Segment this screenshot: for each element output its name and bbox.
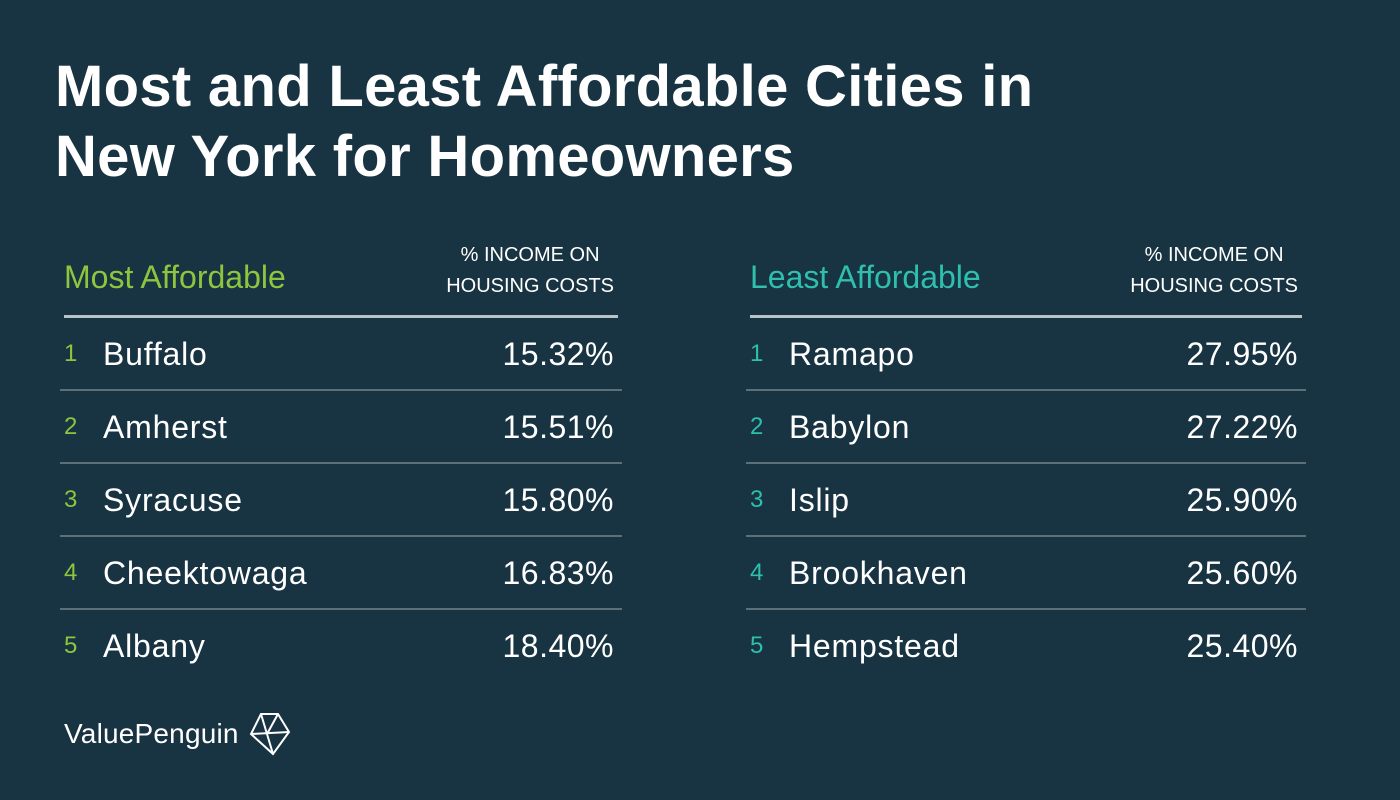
city-name: Brookhaven — [789, 555, 968, 591]
rank-number: 5 — [64, 632, 78, 659]
city-name: Syracuse — [103, 482, 243, 518]
percent-value: 27.22% — [1186, 409, 1298, 445]
rank-number: 4 — [64, 559, 78, 586]
table-row: 2 Babylon 27.22% — [746, 391, 1306, 464]
percent-value: 16.83% — [502, 555, 614, 591]
table-title: Most Affordable — [64, 259, 286, 295]
column-header: % INCOME ON HOUSING COSTS — [446, 240, 614, 302]
percent-value: 25.60% — [1186, 555, 1298, 591]
rank-number: 2 — [64, 413, 78, 440]
percent-value: 15.32% — [502, 336, 614, 372]
table-row: 3 Syracuse 15.80% — [60, 464, 622, 537]
column-header-line-1: % INCOME ON — [460, 244, 600, 266]
percent-value: 15.80% — [502, 482, 614, 518]
city-name: Albany — [103, 628, 206, 664]
table-row: 4 Cheektowaga 16.83% — [60, 537, 622, 610]
column-header-line-2: HOUSING COSTS — [1130, 275, 1298, 297]
table-body: 1 Ramapo 27.95% 2 Babylon 27.22% 3 Islip 25.90% 4… — [746, 318, 1306, 681]
table-row: 3 Islip 25.90% — [746, 464, 1306, 537]
table-header: Least Affordable % INCOME ON HOUSING COS… — [746, 240, 1306, 315]
table-header: Most Affordable % INCOME ON HOUSING COST… — [60, 240, 622, 315]
header-divider — [750, 315, 1302, 318]
city-name: Hempstead — [789, 628, 960, 664]
table-row: 1 Ramapo 27.95% — [746, 318, 1306, 391]
table-row: 5 Hempstead 25.40% — [746, 610, 1306, 681]
rank-number: 2 — [750, 413, 764, 440]
city-name: Babylon — [789, 409, 911, 445]
valuepenguin-logo-icon — [249, 713, 290, 756]
table-body: 1 Buffalo 15.32% 2 Amherst 15.51% 3 Syracuse 15.… — [60, 318, 622, 681]
city-name: Ramapo — [789, 336, 915, 372]
most-affordable-table: Most Affordable % INCOME ON HOUSING COST… — [60, 240, 622, 681]
column-header-line-2: HOUSING COSTS — [446, 275, 614, 297]
rank-number: 5 — [750, 632, 764, 659]
title-line-1: Most and Least Affordable Cities in — [55, 54, 1034, 119]
percent-value: 25.40% — [1186, 628, 1298, 664]
brand: ValuePenguin — [64, 712, 291, 756]
rank-number: 3 — [64, 486, 78, 513]
table-title: Least Affordable — [750, 259, 981, 295]
city-name: Islip — [789, 482, 850, 518]
page-title: Most and Least Affordable Cities in New … — [55, 52, 1255, 192]
table-row: 5 Albany 18.40% — [60, 610, 622, 681]
table-row: 1 Buffalo 15.32% — [60, 318, 622, 391]
least-affordable-table: Least Affordable % INCOME ON HOUSING COS… — [746, 240, 1306, 681]
percent-value: 27.95% — [1186, 336, 1298, 372]
column-header: % INCOME ON HOUSING COSTS — [1130, 240, 1298, 302]
city-name: Cheektowaga — [103, 555, 308, 591]
column-header-line-1: % INCOME ON — [1144, 244, 1284, 266]
percent-value: 25.90% — [1186, 482, 1298, 518]
city-name: Amherst — [103, 409, 228, 445]
rank-number: 1 — [750, 340, 764, 367]
percent-value: 18.40% — [502, 628, 614, 664]
city-name: Buffalo — [103, 336, 208, 372]
table-row: 2 Amherst 15.51% — [60, 391, 622, 464]
header-divider — [64, 315, 618, 318]
title-line-2: New York for Homeowners — [55, 124, 795, 189]
table-row: 4 Brookhaven 25.60% — [746, 537, 1306, 610]
percent-value: 15.51% — [502, 409, 614, 445]
rank-number: 1 — [64, 340, 78, 367]
rank-number: 4 — [750, 559, 764, 586]
rank-number: 3 — [750, 486, 764, 513]
brand-name: ValuePenguin — [64, 718, 239, 749]
